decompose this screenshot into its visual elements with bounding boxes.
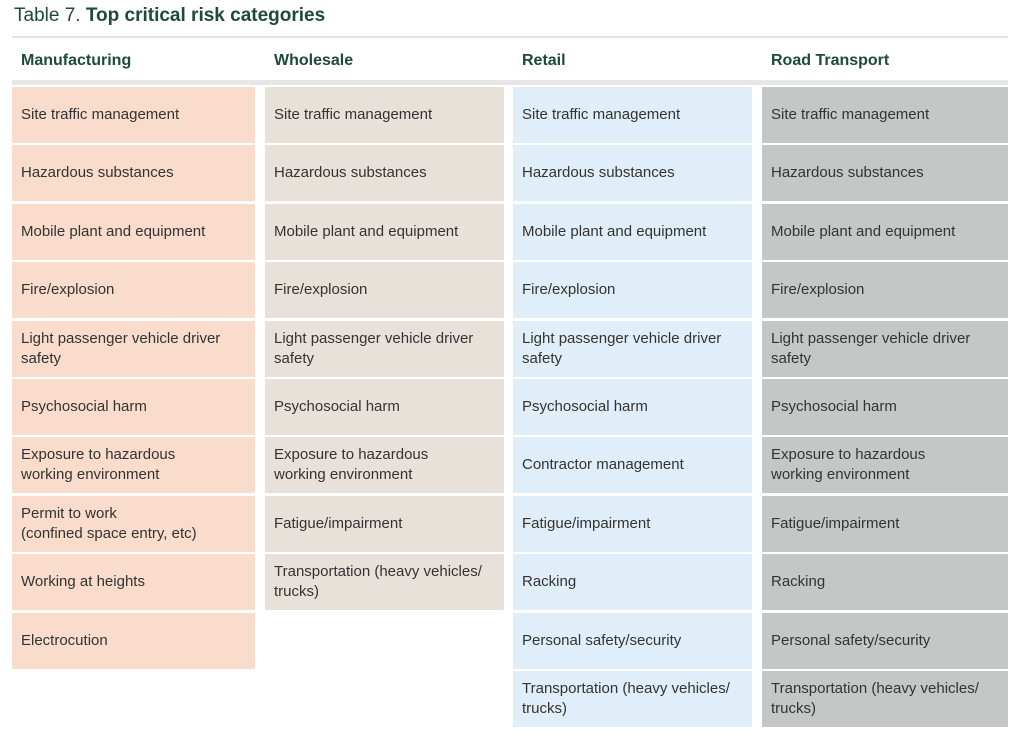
table-cell: Psychosocial harm [12, 379, 255, 435]
table-cell: Personal safety/security [762, 612, 1008, 669]
table-cell: Hazardous substances [265, 145, 504, 202]
table-cell: Transportation (heavy vehicles/ trucks) [265, 554, 504, 611]
table-title: Table 7. Top critical risk categories [14, 5, 325, 27]
table-cell: Exposure to hazardous working environmen… [762, 437, 1008, 494]
table-cell: Psychosocial harm [513, 379, 752, 435]
table-cell: Site traffic management [513, 87, 752, 143]
table-cell: Fire/explosion [762, 262, 1008, 319]
table-cell: Exposure to hazardous working environmen… [265, 437, 504, 494]
table-cell: Working at heights [12, 554, 255, 611]
table-cell: Light passenger vehicle driver safety [12, 320, 255, 377]
table-cell: Fatigue/impairment [513, 495, 752, 552]
table-cell: Fire/explosion [513, 262, 752, 319]
table-cell: Hazardous substances [12, 145, 255, 202]
table-cell: Mobile plant and equipment [762, 203, 1008, 260]
table-cell: Fatigue/impairment [762, 495, 1008, 552]
column-header: Wholesale [274, 52, 354, 69]
table-cell: Personal safety/security [513, 612, 752, 669]
table-cell: Transportation (heavy vehicles/ trucks) [513, 671, 752, 727]
table-cell: Transportation (heavy vehicles/ trucks) [762, 671, 1008, 727]
table-cell: Racking [762, 554, 1008, 611]
table-cell: Light passenger vehicle driver safety [762, 320, 1008, 377]
column-header: Retail [522, 52, 566, 69]
table-cell: Hazardous substances [513, 145, 752, 202]
table-cell: Fire/explosion [12, 262, 255, 319]
table-cell: Site traffic management [12, 87, 255, 143]
header-band [12, 80, 1008, 85]
table-cell: Site traffic management [762, 87, 1008, 143]
table-cell: Fire/explosion [265, 262, 504, 319]
title-main: Top critical risk categories [85, 5, 326, 26]
table-cell: Mobile plant and equipment [513, 203, 752, 260]
table-cell: Contractor management [513, 437, 752, 494]
table-cell: Racking [513, 554, 752, 611]
table-cell: Hazardous substances [762, 145, 1008, 202]
table-cell: Mobile plant and equipment [12, 203, 255, 260]
table-cell: Psychosocial harm [265, 379, 504, 435]
table-cell: Electrocution [12, 612, 255, 669]
table-cell: Psychosocial harm [762, 379, 1008, 435]
table-cell: Site traffic management [265, 87, 504, 143]
table-cell: Fatigue/impairment [265, 495, 504, 552]
table-cell: Light passenger vehicle driver safety [513, 320, 752, 377]
table-cell: Light passenger vehicle driver safety [265, 320, 504, 377]
column-header: Manufacturing [21, 52, 132, 69]
table-cell: Permit to work (confined space entry, et… [12, 495, 255, 552]
title-rule [12, 36, 1008, 38]
title-prefix: Table 7. [14, 5, 81, 26]
column-header: Road Transport [771, 52, 890, 69]
table-cell: Exposure to hazardous working environmen… [12, 437, 255, 494]
table-cell: Mobile plant and equipment [265, 203, 504, 260]
